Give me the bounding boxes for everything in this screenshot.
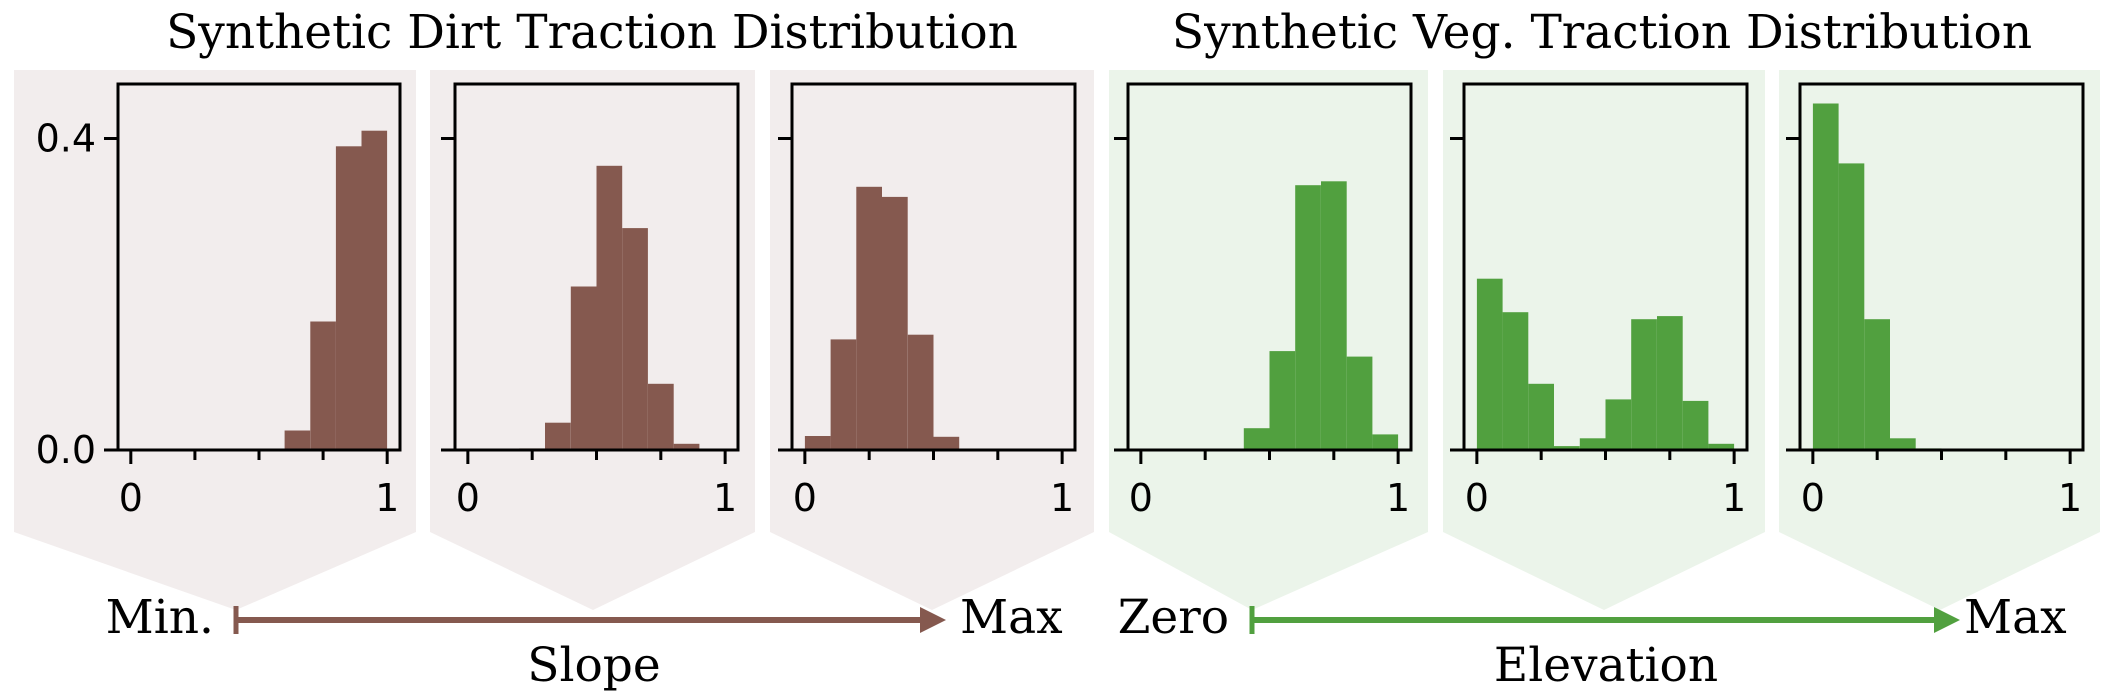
histogram-bar (361, 130, 388, 450)
histogram-bar (1346, 356, 1373, 450)
veg-axis-end-label: Max (1964, 590, 2067, 645)
veg-arrow-head (1934, 607, 1960, 633)
histogram-panels: 0 10.00.40 1 0 1 0 1 0 1 0 1 (36, 82, 2085, 520)
histogram-bar (856, 186, 882, 451)
histogram-bar (570, 286, 597, 450)
histogram-bar (1657, 316, 1683, 450)
histogram-bar (1631, 319, 1657, 450)
x-tick-label: 1 (2058, 476, 2082, 520)
histogram-bar (907, 334, 934, 450)
veg-axis-start-label: Zero (1118, 590, 1229, 645)
histogram-bar (1864, 319, 1890, 450)
dirt-axis-arrow: Min. Max Slope (106, 590, 1063, 693)
histogram-bar (1682, 400, 1709, 450)
x-tick-label: 1 (1722, 476, 1746, 520)
histogram-bar (1269, 351, 1296, 450)
histogram-bar (882, 196, 908, 450)
x-tick-label: 0 (1801, 476, 1825, 520)
dirt-arrow-head (920, 607, 946, 633)
histogram-bar (1708, 443, 1735, 450)
histogram-bar (933, 436, 960, 450)
x-tick-label: 0 (456, 476, 480, 520)
histogram-bar (1372, 434, 1399, 450)
histogram-bar (1838, 163, 1865, 450)
histogram-bar (284, 430, 311, 450)
histogram-bar (648, 383, 674, 450)
histogram-bar (1321, 181, 1347, 451)
x-tick-label: 1 (1386, 476, 1410, 520)
histogram-bar (1476, 278, 1503, 450)
histogram-bar (1295, 185, 1321, 450)
histogram-bar (1579, 438, 1606, 450)
dirt-axis-start-label: Min. (106, 590, 214, 645)
histogram-1: 0 1 0.0 0.4 (36, 82, 402, 520)
histogram-bar (830, 339, 857, 450)
histogram-bar (673, 443, 700, 450)
histogram-bar (1528, 383, 1554, 450)
histogram-bar (335, 146, 362, 451)
dirt-title: Synthetic Dirt Traction Distribution (166, 5, 1018, 60)
histogram-bar (1554, 446, 1580, 450)
histogram-bar (804, 436, 831, 450)
histogram-bar (622, 228, 648, 450)
veg-title: Synthetic Veg. Traction Distribution (1172, 5, 2032, 60)
x-tick-label: 0 (1129, 476, 1153, 520)
histogram-bar (1502, 312, 1529, 450)
histogram-bar (310, 321, 336, 450)
x-tick-label: 0 (119, 476, 143, 520)
histogram-bar (596, 165, 623, 451)
y-tick-label: 0.4 (36, 117, 96, 161)
veg-axis-label: Elevation (1494, 638, 1718, 693)
y-tick-label: 0.0 (36, 428, 96, 472)
veg-axis-arrow: Zero Max Elevation (1118, 590, 2067, 693)
histogram-bar (545, 422, 571, 450)
x-tick-label: 1 (713, 476, 737, 520)
histogram-bar (1243, 428, 1270, 450)
x-tick-label: 0 (793, 476, 817, 520)
x-tick-label: 1 (375, 476, 399, 520)
histogram-bar (1890, 438, 1916, 450)
histogram-bar (1812, 103, 1839, 450)
dirt-axis-end-label: Max (960, 590, 1063, 645)
x-tick-label: 0 (1465, 476, 1489, 520)
x-tick-label: 1 (1050, 476, 1074, 520)
dirt-axis-label: Slope (527, 638, 660, 693)
histogram-bar (1605, 399, 1632, 450)
